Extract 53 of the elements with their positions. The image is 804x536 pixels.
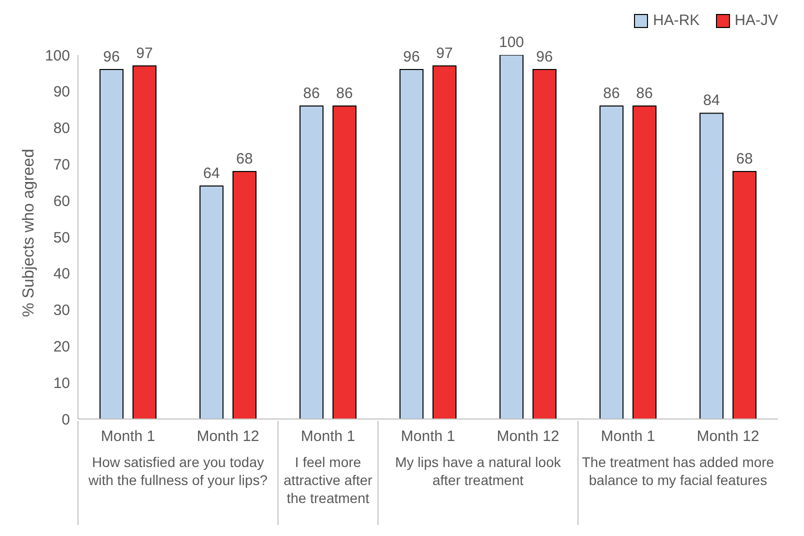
y-tick-label: 80 bbox=[53, 120, 70, 138]
y-tick-label: 70 bbox=[53, 156, 70, 174]
bar bbox=[300, 105, 324, 419]
x-tick-label: Month 1 bbox=[300, 428, 356, 445]
x-tick-label: Month 12 bbox=[196, 428, 260, 445]
data-label: 96 bbox=[403, 48, 420, 66]
data-label: 96 bbox=[536, 48, 553, 66]
bar bbox=[732, 170, 756, 419]
x-tick-label: Month 1 bbox=[100, 428, 156, 445]
legend-label: HA-RK bbox=[652, 12, 700, 29]
data-label: 86 bbox=[303, 84, 320, 102]
data-label: 86 bbox=[336, 84, 353, 102]
data-label: 96 bbox=[103, 48, 120, 66]
bar bbox=[600, 105, 624, 419]
bar bbox=[632, 105, 656, 419]
y-tick-label: 0 bbox=[62, 411, 70, 428]
bar bbox=[132, 65, 156, 419]
bar bbox=[200, 186, 224, 419]
bar bbox=[700, 112, 724, 419]
bar bbox=[232, 170, 256, 419]
bar bbox=[400, 69, 424, 419]
y-tick-label: 30 bbox=[53, 302, 70, 320]
text: How satisfied are you today with the fullness of your lips? bbox=[88, 453, 268, 489]
bar bbox=[332, 105, 356, 419]
y-tick-label: 90 bbox=[53, 84, 70, 101]
data-label: 84 bbox=[703, 92, 720, 110]
text: I feel more attractive after the treatment bbox=[282, 453, 374, 507]
y-tick-label: 20 bbox=[53, 338, 70, 356]
bar bbox=[500, 55, 524, 419]
bar bbox=[100, 69, 124, 419]
data-label: 86 bbox=[603, 84, 620, 102]
y-tick-label: 60 bbox=[53, 192, 70, 210]
text: The treatment has added more balance to my facial features bbox=[580, 453, 776, 489]
bar bbox=[532, 69, 556, 419]
x-tick-label: Month 1 bbox=[400, 428, 456, 445]
bar bbox=[432, 65, 456, 419]
text: My lips have a natural look after treatment bbox=[394, 453, 562, 489]
y-tick-label: 100 bbox=[44, 47, 70, 64]
x-tick-label: Month 12 bbox=[496, 428, 560, 445]
data-label: 68 bbox=[236, 150, 253, 168]
data-label: 68 bbox=[736, 150, 753, 168]
data-label: 97 bbox=[436, 44, 453, 62]
data-label: 97 bbox=[136, 44, 153, 62]
y-tick-label: 50 bbox=[53, 229, 70, 246]
data-label: 64 bbox=[203, 165, 220, 182]
legend-label: HA-JV bbox=[734, 12, 778, 29]
x-tick-label: Month 1 bbox=[600, 428, 656, 445]
data-label: 86 bbox=[636, 84, 653, 102]
x-tick-label: Month 12 bbox=[696, 428, 760, 445]
y-tick-label: 40 bbox=[53, 266, 70, 283]
y-axis-title: % Subjects who agreed bbox=[20, 148, 38, 317]
y-tick-label: 10 bbox=[53, 374, 70, 392]
data-label: 100 bbox=[498, 34, 524, 51]
